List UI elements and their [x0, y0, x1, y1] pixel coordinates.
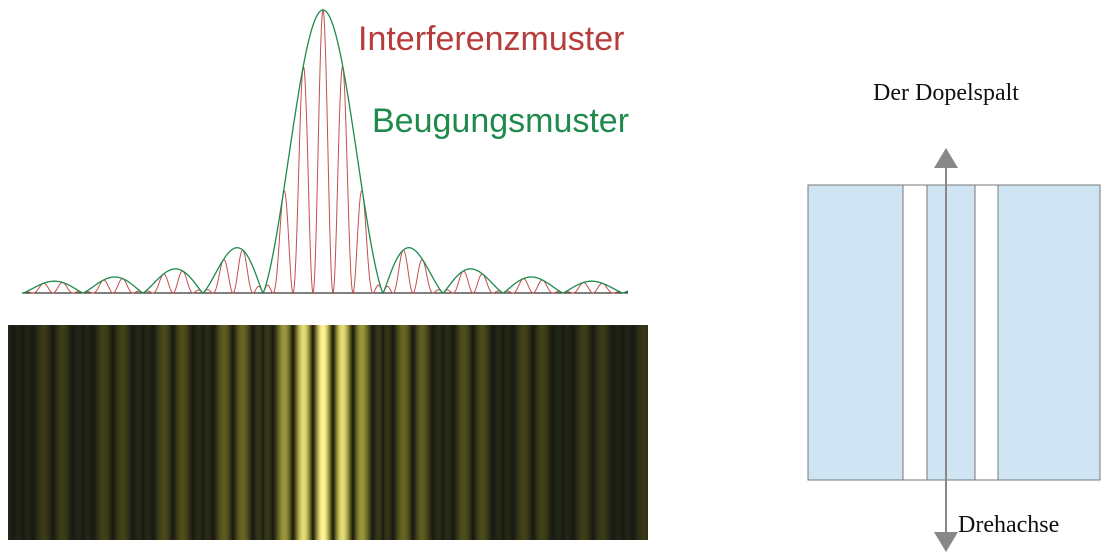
slit-plate: [807, 184, 1101, 481]
arrow-head: [934, 532, 958, 552]
slit: [902, 184, 928, 481]
pattern-plot: [21, 8, 629, 295]
slit: [974, 184, 999, 481]
diffraction-curve: [21, 9, 629, 295]
interference-label: Interferenzmuster: [358, 20, 624, 58]
fringe-photo: [8, 325, 648, 540]
slit-title: Der Dopelspalt: [873, 80, 1019, 106]
arrow-head: [934, 148, 958, 168]
axis-label: Drehachse: [958, 512, 1059, 538]
diffraction-label: Beugungsmuster: [372, 102, 629, 140]
